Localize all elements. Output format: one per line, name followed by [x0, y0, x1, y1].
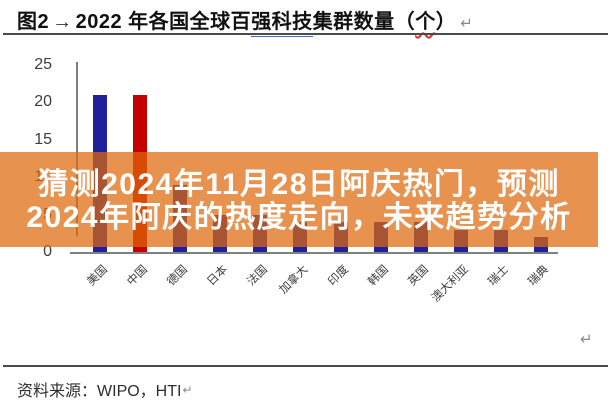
figure-label: 图2 — [17, 11, 50, 33]
paragraph-return-icon: ↵ — [580, 331, 593, 348]
title-text-spellcheck-flagged: 个 — [415, 11, 436, 33]
x-category-label: 加拿大 — [276, 262, 311, 297]
source-value: WIPO，HTI — [97, 383, 182, 400]
x-category-label: 英国 — [404, 262, 431, 289]
tab-character-mark: → — [52, 11, 73, 33]
x-category-label: 瑞典 — [524, 262, 551, 289]
bottom-border-line — [3, 365, 608, 367]
y-tick-label: 15 — [34, 130, 52, 148]
title-text-blue-underlined: 强科技 — [251, 11, 313, 37]
y-axis-line — [76, 62, 78, 236]
paragraph-return-icon: ↵ — [182, 383, 193, 397]
paragraph-return-icon: ↵ — [460, 15, 474, 32]
watermark-text-line2: 2024年阿庆的热度走向，未来趋势分析 — [26, 200, 572, 234]
x-category-label: 印度 — [324, 262, 351, 289]
x-category-label: 澳大利亚 — [428, 262, 471, 305]
x-category-label: 中国 — [123, 262, 151, 289]
top-border-line — [3, 33, 608, 35]
source-line: 资料来源：WIPO，HTI↵ — [17, 377, 193, 400]
x-category-label: 美国 — [83, 262, 110, 289]
y-tick-label: 25 — [34, 56, 52, 73]
x-category-label: 日本 — [204, 262, 231, 289]
title-text: 2022 年各国全球百 — [75, 11, 252, 33]
x-category-label: 瑞士 — [484, 262, 511, 289]
y-tick-label: 20 — [34, 93, 52, 111]
y-tick-label: 0 — [43, 243, 52, 260]
x-category-label: 韩国 — [364, 262, 391, 289]
title-text: ） — [435, 11, 457, 33]
title-text: 集群数量（ — [312, 11, 416, 33]
watermark-overlay: 猜测2024年11月28日阿庆热门，预测 2024年阿庆的热度走向，未来趋势分析 — [0, 152, 598, 247]
x-category-label: 法国 — [244, 262, 271, 289]
watermark-text-line1: 猜测2024年11月28日阿庆热门，预测 — [38, 167, 560, 201]
x-category-label: 德国 — [163, 262, 191, 289]
x-axis-line — [70, 252, 558, 254]
source-label: 资料来源： — [17, 381, 98, 400]
figure-title: 图2 → 2022 年各国全球百强科技集群数量（个） ↵ — [17, 5, 474, 37]
